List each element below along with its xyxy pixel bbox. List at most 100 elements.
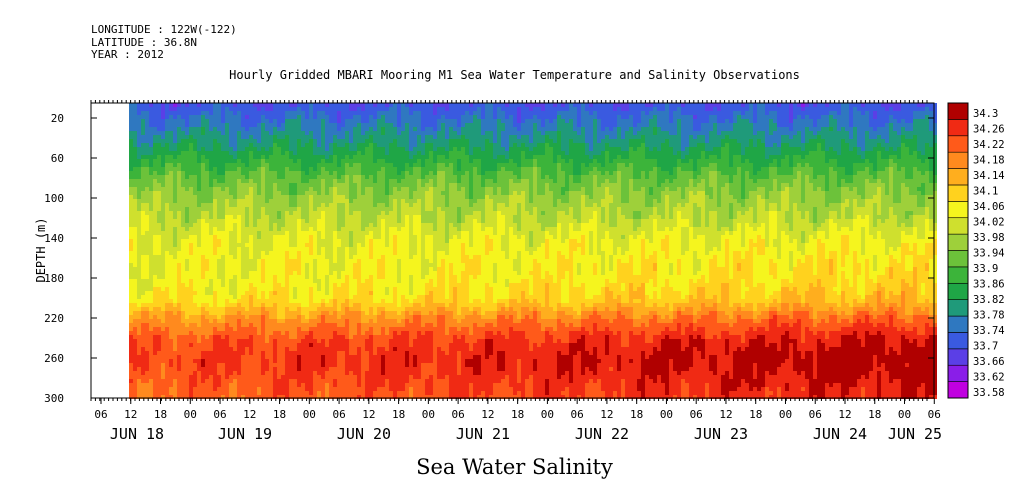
heatmap-cell [129, 227, 133, 231]
heatmap-cell [309, 287, 313, 291]
heatmap-cell [209, 243, 213, 247]
heatmap-cell [189, 175, 193, 179]
heatmap-cell [197, 203, 201, 207]
heatmap-cell [237, 119, 241, 123]
heatmap-cell [165, 127, 169, 131]
heatmap-cell [357, 235, 361, 239]
heatmap-cell [265, 343, 269, 347]
heatmap-cell [129, 331, 133, 335]
heatmap-cell [225, 351, 229, 355]
heatmap-cell [297, 383, 301, 387]
heatmap-cell [277, 123, 281, 127]
heatmap-cell [361, 311, 365, 315]
heatmap-cell [205, 243, 209, 247]
heatmap-cell [145, 167, 149, 171]
heatmap-cell [305, 135, 309, 139]
heatmap-cell [229, 243, 233, 247]
heatmap-cell [277, 139, 281, 143]
heatmap-cell [313, 187, 317, 191]
heatmap-cell [185, 379, 189, 383]
heatmap-cell [213, 227, 217, 231]
heatmap-cell [249, 387, 253, 391]
heatmap-cell [129, 111, 133, 115]
heatmap-cell [269, 223, 273, 227]
heatmap-cell [221, 151, 225, 155]
heatmap-cell [365, 263, 369, 267]
heatmap-cell [369, 383, 373, 387]
heatmap-cell [129, 119, 133, 123]
heatmap-cell [201, 303, 205, 307]
heatmap-cell [189, 315, 193, 319]
heatmap-cell [213, 351, 217, 355]
heatmap-cell [345, 127, 349, 131]
heatmap-cell [261, 395, 265, 399]
heatmap-cell [189, 259, 193, 263]
heatmap-cell [213, 159, 217, 163]
heatmap-cell [257, 143, 261, 147]
heatmap-cell [353, 219, 357, 223]
heatmap-cell [261, 135, 265, 139]
heatmap-cell [253, 187, 257, 191]
heatmap-cell [161, 123, 165, 127]
heatmap-cell [325, 171, 329, 175]
heatmap-cell [317, 223, 321, 227]
heatmap-cell [317, 179, 321, 183]
heatmap-cell [193, 299, 197, 303]
heatmap-cell [157, 395, 161, 399]
heatmap-cell [393, 395, 397, 399]
heatmap-cell [345, 307, 349, 311]
heatmap-cell [261, 215, 265, 219]
heatmap-cell [389, 283, 393, 287]
heatmap-cell [217, 283, 221, 287]
heatmap-cell [369, 367, 373, 371]
heatmap-cell [181, 395, 185, 399]
heatmap-cell [249, 355, 253, 359]
heatmap-cell [205, 155, 209, 159]
heatmap-cell [377, 143, 381, 147]
heatmap-cell [301, 279, 305, 283]
heatmap-cell [337, 203, 341, 207]
heatmap-cell [265, 107, 269, 111]
heatmap-cell [385, 371, 389, 375]
heatmap-cell [241, 115, 245, 119]
heatmap-cell [389, 347, 393, 351]
heatmap-cell [357, 215, 361, 219]
heatmap-cell [349, 167, 353, 171]
heatmap-cell [353, 395, 357, 399]
heatmap-cell [361, 147, 365, 151]
heatmap-cell [169, 115, 173, 119]
heatmap-cell [373, 203, 377, 207]
heatmap-cell [389, 235, 393, 239]
heatmap-cell [141, 303, 145, 307]
heatmap-cell [205, 143, 209, 147]
heatmap-cell [261, 271, 265, 275]
heatmap-cell [145, 151, 149, 155]
heatmap-cell [385, 319, 389, 323]
heatmap-cell [133, 183, 137, 187]
heatmap-cell [349, 219, 353, 223]
heatmap-cell [393, 123, 397, 127]
heatmap-cell [389, 227, 393, 231]
heatmap-cell [337, 343, 341, 347]
heatmap-cell [337, 183, 341, 187]
heatmap-cell [205, 191, 209, 195]
heatmap-cell [289, 391, 293, 395]
heatmap-cell [377, 295, 381, 299]
heatmap-cell [337, 171, 341, 175]
heatmap-cell [161, 371, 165, 375]
heatmap-cell [221, 283, 225, 287]
heatmap-cell [345, 299, 349, 303]
heatmap-cell [229, 123, 233, 127]
heatmap-cell [185, 375, 189, 379]
heatmap-cell [301, 363, 305, 367]
heatmap-cell [249, 379, 253, 383]
heatmap-cell [345, 239, 349, 243]
heatmap-cell [225, 271, 229, 275]
heatmap-cell [365, 259, 369, 263]
heatmap-cell [313, 223, 317, 227]
heatmap-cell [169, 391, 173, 395]
heatmap-cell [377, 283, 381, 287]
heatmap-cell [157, 327, 161, 331]
heatmap-cell [173, 179, 177, 183]
heatmap-cell [313, 379, 317, 383]
